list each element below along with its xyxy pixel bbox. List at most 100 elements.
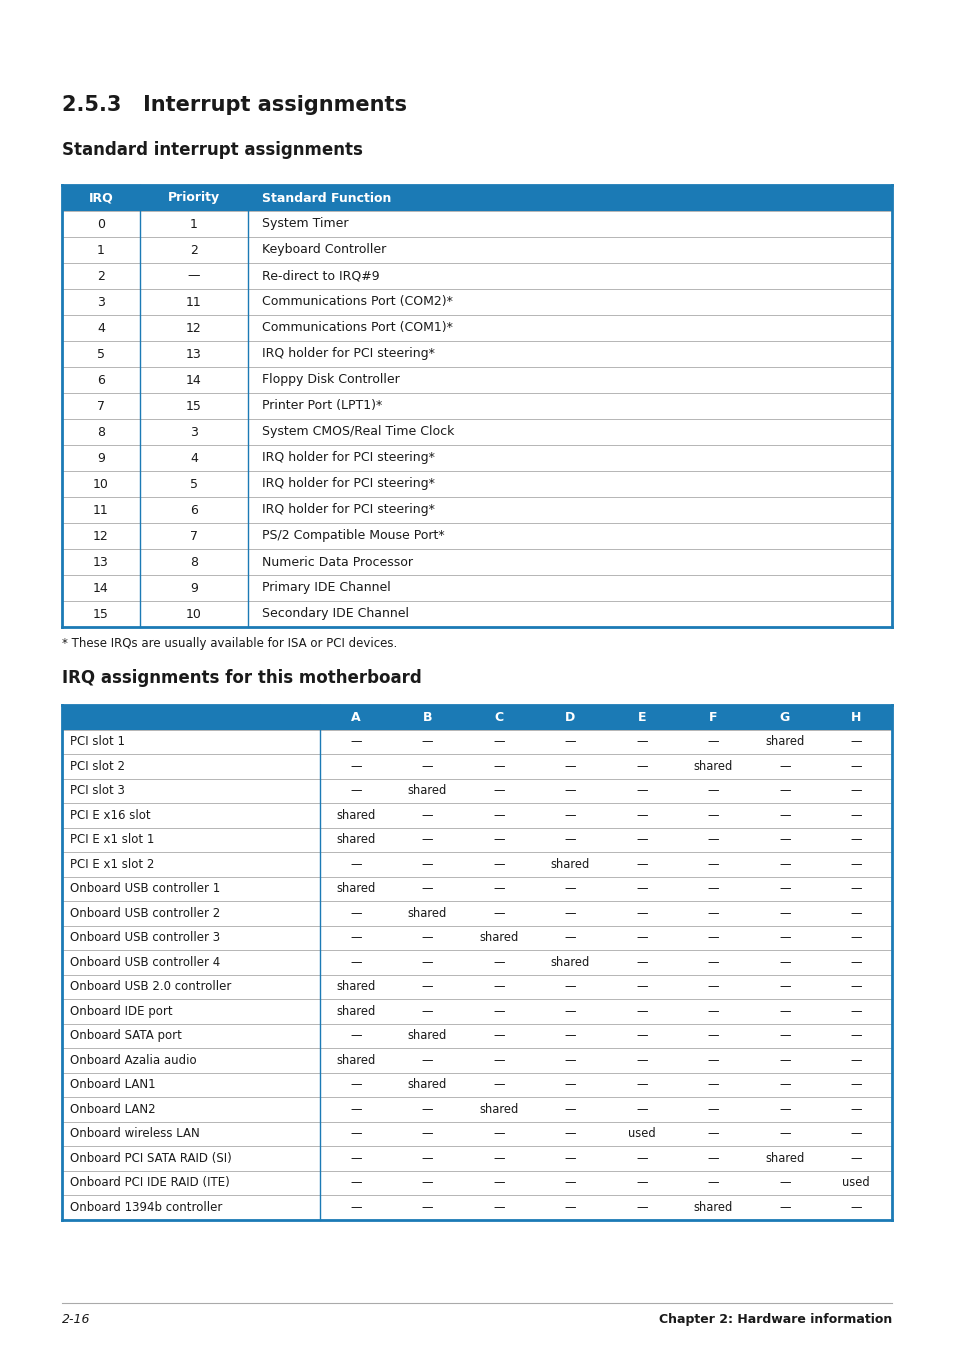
Text: —: — bbox=[779, 1177, 790, 1189]
Bar bbox=[62, 877, 891, 901]
Text: —: — bbox=[779, 834, 790, 846]
Bar bbox=[62, 185, 891, 211]
Text: —: — bbox=[850, 1102, 862, 1116]
Text: Onboard USB controller 4: Onboard USB controller 4 bbox=[70, 955, 220, 969]
Text: —: — bbox=[350, 931, 361, 944]
Text: —: — bbox=[707, 1005, 719, 1017]
Text: 2: 2 bbox=[97, 269, 105, 282]
Text: 13: 13 bbox=[186, 347, 202, 361]
Text: 7: 7 bbox=[190, 530, 198, 543]
Text: shared: shared bbox=[407, 1078, 446, 1092]
Text: —: — bbox=[636, 955, 647, 969]
Text: —: — bbox=[707, 981, 719, 993]
Text: —: — bbox=[707, 1177, 719, 1189]
Text: —: — bbox=[779, 931, 790, 944]
Bar bbox=[62, 1073, 891, 1097]
Text: IRQ assignments for this motherboard: IRQ assignments for this motherboard bbox=[62, 669, 421, 688]
Text: 0: 0 bbox=[97, 218, 105, 231]
Text: —: — bbox=[564, 809, 576, 821]
Text: —: — bbox=[421, 955, 433, 969]
Text: —: — bbox=[779, 1005, 790, 1017]
Text: Onboard SATA port: Onboard SATA port bbox=[70, 1029, 182, 1042]
Text: Onboard USB controller 1: Onboard USB controller 1 bbox=[70, 882, 220, 896]
Text: shared: shared bbox=[764, 1152, 803, 1165]
Text: shared: shared bbox=[335, 981, 375, 993]
Bar bbox=[62, 1121, 891, 1146]
Text: Onboard IDE port: Onboard IDE port bbox=[70, 1005, 172, 1017]
Bar bbox=[62, 925, 891, 950]
Text: 4: 4 bbox=[97, 322, 105, 335]
Text: PCI E x1 slot 1: PCI E x1 slot 1 bbox=[70, 834, 154, 846]
Text: shared: shared bbox=[693, 1201, 732, 1213]
Bar bbox=[62, 367, 891, 393]
Text: —: — bbox=[636, 907, 647, 920]
Text: —: — bbox=[350, 784, 361, 797]
Text: —: — bbox=[421, 1102, 433, 1116]
Text: shared: shared bbox=[407, 1029, 446, 1042]
Text: —: — bbox=[707, 858, 719, 871]
Text: —: — bbox=[636, 1201, 647, 1213]
Text: —: — bbox=[636, 759, 647, 773]
Text: 7: 7 bbox=[97, 400, 105, 412]
Text: 2.5.3   Interrupt assignments: 2.5.3 Interrupt assignments bbox=[62, 95, 407, 115]
Text: —: — bbox=[564, 882, 576, 896]
Bar bbox=[62, 950, 891, 974]
Text: —: — bbox=[493, 784, 504, 797]
Text: —: — bbox=[850, 907, 862, 920]
Text: —: — bbox=[421, 735, 433, 748]
Text: 8: 8 bbox=[97, 426, 105, 439]
Bar bbox=[62, 1048, 891, 1073]
Text: —: — bbox=[707, 907, 719, 920]
Text: —: — bbox=[493, 1005, 504, 1017]
Text: 12: 12 bbox=[93, 530, 109, 543]
Text: —: — bbox=[493, 809, 504, 821]
Bar bbox=[62, 998, 891, 1024]
Text: Re-direct to IRQ#9: Re-direct to IRQ#9 bbox=[262, 269, 379, 282]
Bar bbox=[62, 754, 891, 778]
Bar bbox=[62, 974, 891, 998]
Bar bbox=[62, 828, 891, 852]
Text: —: — bbox=[636, 834, 647, 846]
Text: —: — bbox=[779, 1029, 790, 1042]
Text: G: G bbox=[779, 711, 789, 724]
Bar bbox=[62, 601, 891, 627]
Text: —: — bbox=[707, 1078, 719, 1092]
Text: —: — bbox=[350, 1078, 361, 1092]
Text: 12: 12 bbox=[186, 322, 202, 335]
Text: —: — bbox=[636, 981, 647, 993]
Text: —: — bbox=[779, 1054, 790, 1067]
Text: IRQ holder for PCI steering*: IRQ holder for PCI steering* bbox=[262, 477, 435, 490]
Text: —: — bbox=[850, 1127, 862, 1140]
Text: —: — bbox=[493, 759, 504, 773]
Text: —: — bbox=[350, 1177, 361, 1189]
Text: —: — bbox=[636, 1005, 647, 1017]
Text: Onboard USB controller 3: Onboard USB controller 3 bbox=[70, 931, 220, 944]
Text: Keyboard Controller: Keyboard Controller bbox=[262, 243, 386, 257]
Text: Onboard PCI SATA RAID (SI): Onboard PCI SATA RAID (SI) bbox=[70, 1152, 232, 1165]
Text: PCI E x16 slot: PCI E x16 slot bbox=[70, 809, 151, 821]
Text: F: F bbox=[708, 711, 717, 724]
Text: IRQ holder for PCI steering*: IRQ holder for PCI steering* bbox=[262, 347, 435, 361]
Bar bbox=[62, 852, 891, 877]
Bar bbox=[62, 778, 891, 802]
Text: Floppy Disk Controller: Floppy Disk Controller bbox=[262, 373, 399, 386]
Text: —: — bbox=[636, 809, 647, 821]
Bar bbox=[62, 340, 891, 367]
Text: —: — bbox=[779, 1127, 790, 1140]
Text: —: — bbox=[421, 834, 433, 846]
Text: shared: shared bbox=[693, 759, 732, 773]
Text: —: — bbox=[564, 1005, 576, 1017]
Text: —: — bbox=[493, 955, 504, 969]
Text: —: — bbox=[350, 735, 361, 748]
Text: —: — bbox=[421, 1201, 433, 1213]
Bar bbox=[62, 523, 891, 549]
Text: shared: shared bbox=[478, 931, 517, 944]
Text: PCI slot 3: PCI slot 3 bbox=[70, 784, 125, 797]
Text: —: — bbox=[707, 1152, 719, 1165]
Text: —: — bbox=[564, 759, 576, 773]
Text: —: — bbox=[350, 858, 361, 871]
Text: 1: 1 bbox=[97, 243, 105, 257]
Text: —: — bbox=[493, 834, 504, 846]
Text: —: — bbox=[707, 834, 719, 846]
Text: —: — bbox=[707, 1029, 719, 1042]
